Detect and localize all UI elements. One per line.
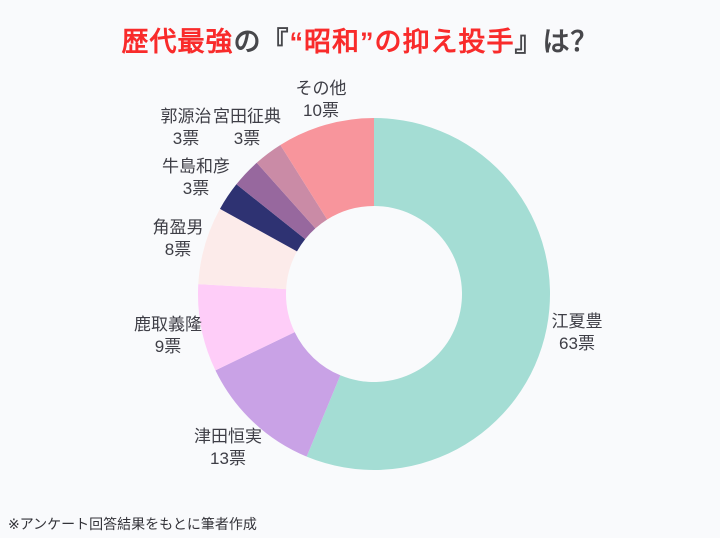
slice-votes: 3票 [182,179,210,198]
slice-label-others: その他 10票 [296,78,347,122]
slice-name: その他 [295,79,347,98]
slice-votes: 3票 [233,129,261,148]
slice-votes: 8票 [164,240,192,259]
title-segment: の『 [233,27,290,57]
source-note: ※アンケート回答結果をもとに筆者作成 [8,516,257,532]
slice-label-kaku: 郭源治 3票 [161,106,212,150]
slice-label-enatsu: 江夏豊 63票 [552,311,603,355]
slice-votes: 9票 [154,337,182,356]
donut-slice-1 [215,332,341,457]
slice-name: 郭源治 [160,107,212,126]
donut-slice-7 [280,118,374,220]
title-segment: 歴代最強 [121,27,234,57]
slice-name: 宮田征典 [213,107,281,126]
page-title: 歴代最強の『“昭和”の抑え投手』は？ [0,20,720,59]
donut-slice-0 [306,118,551,470]
slice-name: 角盈男 [152,218,204,237]
slice-votes: 10票 [303,101,339,120]
slice-label-katori: 鹿取義隆 9票 [134,314,202,358]
slice-label-ushijima: 牛島和彦 3票 [162,156,230,200]
slice-votes: 3票 [172,129,200,148]
donut-slice-4 [219,184,306,252]
donut-slice-2 [198,284,295,371]
slice-label-tsuda: 津田恒実 13票 [194,426,262,470]
title-segment: 』は？ [514,27,599,57]
slice-votes: 13票 [210,449,246,468]
donut-slice-6 [256,144,328,229]
donut-slice-5 [236,162,316,240]
slice-label-miyata: 宮田征典 3票 [213,106,281,150]
slice-name: 江夏豊 [551,312,603,331]
slice-label-sumi: 角盈男 8票 [153,217,204,261]
slice-name: 津田恒実 [194,427,262,446]
slice-votes: 63票 [559,334,595,353]
title-segment: “昭和”の抑え投手 [289,27,515,57]
slice-name: 鹿取義隆 [134,315,202,334]
donut-slice-3 [198,208,297,290]
slice-name: 牛島和彦 [162,157,230,176]
